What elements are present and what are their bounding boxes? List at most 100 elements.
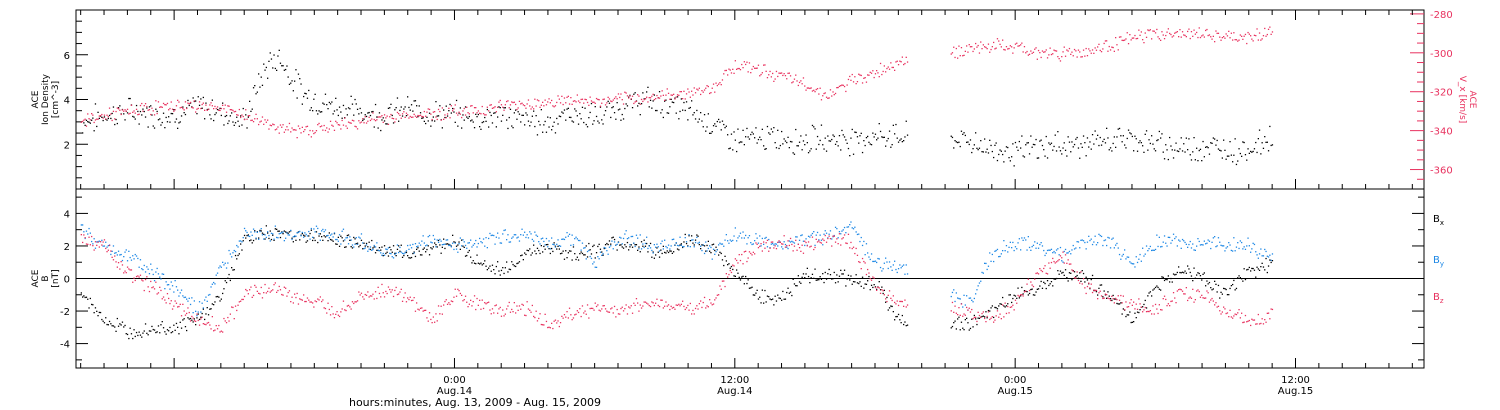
vx-series-point xyxy=(426,111,428,113)
bz-series-point xyxy=(634,304,636,306)
vx-series-point xyxy=(376,119,378,121)
vx-series-point xyxy=(724,69,726,72)
bx-series-point xyxy=(655,254,657,256)
bz-series-point xyxy=(285,287,287,289)
bx-series-point xyxy=(479,263,481,265)
vx-series-point xyxy=(671,94,673,96)
bx-series-point xyxy=(809,282,811,284)
density-series-point xyxy=(200,98,202,100)
density-series-point xyxy=(485,120,487,122)
bx-series-point xyxy=(679,244,681,246)
bx-series-point xyxy=(1143,303,1145,306)
vx-series-point xyxy=(189,101,192,104)
bz-series-point xyxy=(759,245,761,247)
vx-series-point xyxy=(547,101,549,103)
density-series-point xyxy=(589,111,591,114)
density-series-point xyxy=(837,145,839,147)
bx-series-point xyxy=(987,309,990,312)
vx-series-point xyxy=(431,118,433,121)
by-series-point xyxy=(633,242,635,244)
by-series-point xyxy=(1167,236,1169,238)
vx-series-point xyxy=(159,106,161,108)
bz-series-point xyxy=(101,244,103,246)
bx-series-point xyxy=(1147,295,1149,297)
bx-series-point xyxy=(255,238,257,240)
by-series-point xyxy=(750,242,752,244)
density-series-point xyxy=(588,117,590,119)
vx-series-point xyxy=(1192,35,1194,37)
vx-series-point xyxy=(1153,30,1155,32)
bx-series-point xyxy=(525,253,527,256)
density-series-point xyxy=(674,97,676,99)
density-series-point xyxy=(1002,153,1004,156)
density-series-point xyxy=(513,112,515,114)
bz-series-point xyxy=(1201,294,1203,296)
density-series-point xyxy=(615,118,617,120)
by-series-point xyxy=(536,235,539,237)
vx-series-point xyxy=(1039,52,1041,54)
by-series-point xyxy=(963,294,965,296)
bz-series-point xyxy=(644,301,647,303)
bx-series-point xyxy=(570,250,572,252)
density-series-point xyxy=(1062,147,1064,149)
by-series-point xyxy=(1160,246,1162,248)
bx-series-point xyxy=(775,300,778,302)
density-series-point xyxy=(682,109,684,111)
density-series-point xyxy=(374,103,377,106)
by-series-point xyxy=(1234,250,1236,252)
by-series-point xyxy=(1020,249,1022,251)
bx-series-point xyxy=(1202,273,1204,275)
by-series-point xyxy=(540,238,542,240)
bz-series-point xyxy=(743,251,745,253)
bz-series-point xyxy=(458,290,460,292)
by-series-point xyxy=(1062,261,1064,263)
by-series-point xyxy=(1211,241,1213,243)
density-series-point xyxy=(683,101,685,104)
vx-series-point xyxy=(148,109,151,111)
bz-series-point xyxy=(1257,313,1259,316)
vx-series-point xyxy=(738,67,740,70)
density-series-point xyxy=(1161,133,1163,135)
bx-series-point xyxy=(683,241,685,243)
vx-series-point xyxy=(347,121,350,123)
vx-series-point xyxy=(1086,55,1089,57)
density-series-point xyxy=(458,112,460,114)
vx-series-point xyxy=(1073,48,1076,51)
density-series-point xyxy=(282,65,284,67)
by-series-point xyxy=(685,241,688,243)
by-series-point xyxy=(157,273,160,275)
bx-series-point xyxy=(890,305,892,307)
by-series-point xyxy=(479,237,481,240)
density-series-point xyxy=(369,114,372,117)
by-series-point xyxy=(813,231,815,233)
density-series-point xyxy=(157,119,160,121)
vx-series-point xyxy=(1232,39,1234,41)
bx-series-point xyxy=(1189,271,1191,274)
bx-series-point xyxy=(757,298,760,300)
vx-series-point xyxy=(1145,36,1148,38)
density-series-point xyxy=(1028,153,1031,155)
bz-series-point xyxy=(412,299,414,301)
bx-series-point xyxy=(590,253,593,255)
by-series-point xyxy=(351,244,354,246)
by-series-point xyxy=(674,244,676,246)
vx-series-point xyxy=(468,113,470,115)
bx-series-point xyxy=(646,242,648,245)
bx-series-point xyxy=(427,245,429,247)
density-series-point xyxy=(88,121,90,123)
bz-series-point xyxy=(1082,278,1085,280)
density-series-point xyxy=(500,120,503,122)
bx-series-point xyxy=(1221,293,1223,295)
bz-series-point xyxy=(443,304,445,306)
vx-series-point xyxy=(1243,35,1245,37)
bz-series-point xyxy=(813,248,815,251)
bx-series-point xyxy=(196,317,198,319)
vx-series-point xyxy=(1183,34,1185,36)
bx-series-point xyxy=(349,239,351,241)
bx-series-point xyxy=(473,262,476,264)
by-series-point xyxy=(1054,252,1056,254)
vx-series-point xyxy=(782,74,784,77)
by-series-point xyxy=(458,243,460,245)
bx-series-point xyxy=(1035,291,1037,293)
bz-series-point xyxy=(1244,314,1247,317)
